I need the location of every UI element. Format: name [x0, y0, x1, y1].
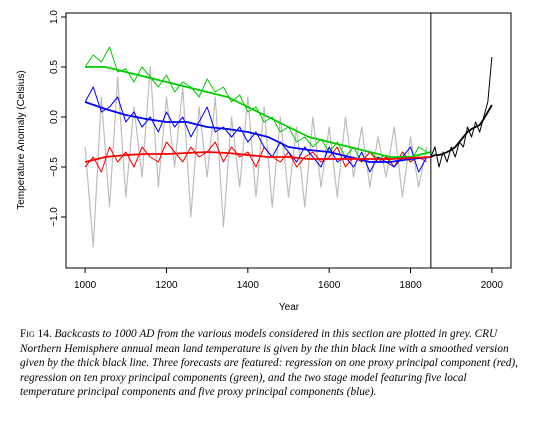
series-line — [84, 86, 428, 173]
x-axis-label: Year — [279, 302, 300, 313]
caption: Fig 14. Backcasts to 1000 AD from the va… — [20, 327, 520, 400]
y-tick-label: 1.0 — [49, 10, 60, 24]
y-tick-label: −1.0 — [49, 207, 60, 227]
y-tick-label: −0.5 — [49, 157, 60, 177]
x-tick-label: 1000 — [74, 280, 97, 291]
series-line — [430, 56, 493, 168]
series-line — [84, 66, 428, 248]
y-axis-label: Temperature Anomaly (Celsius) — [16, 70, 27, 210]
x-tick-label: 1200 — [155, 280, 178, 291]
series-line — [84, 101, 431, 163]
x-tick-label: 1400 — [237, 280, 260, 291]
y-tick-label: 0.0 — [49, 110, 60, 124]
x-tick-label: 1800 — [399, 280, 422, 291]
x-tick-label: 1600 — [318, 280, 341, 291]
caption-label: Fig 14. — [20, 328, 52, 340]
series-line — [85, 66, 432, 158]
y-tick-label: 0.5 — [49, 60, 60, 74]
plot-frame — [65, 12, 512, 269]
caption-text: Backcasts to 1000 AD from the various mo… — [20, 328, 518, 398]
series-line — [84, 151, 431, 163]
chart: Year Temperature Anomaly (Celsius) 1000 1… — [16, 10, 512, 313]
x-tick-label: 2000 — [481, 280, 504, 291]
series-line — [430, 104, 493, 158]
